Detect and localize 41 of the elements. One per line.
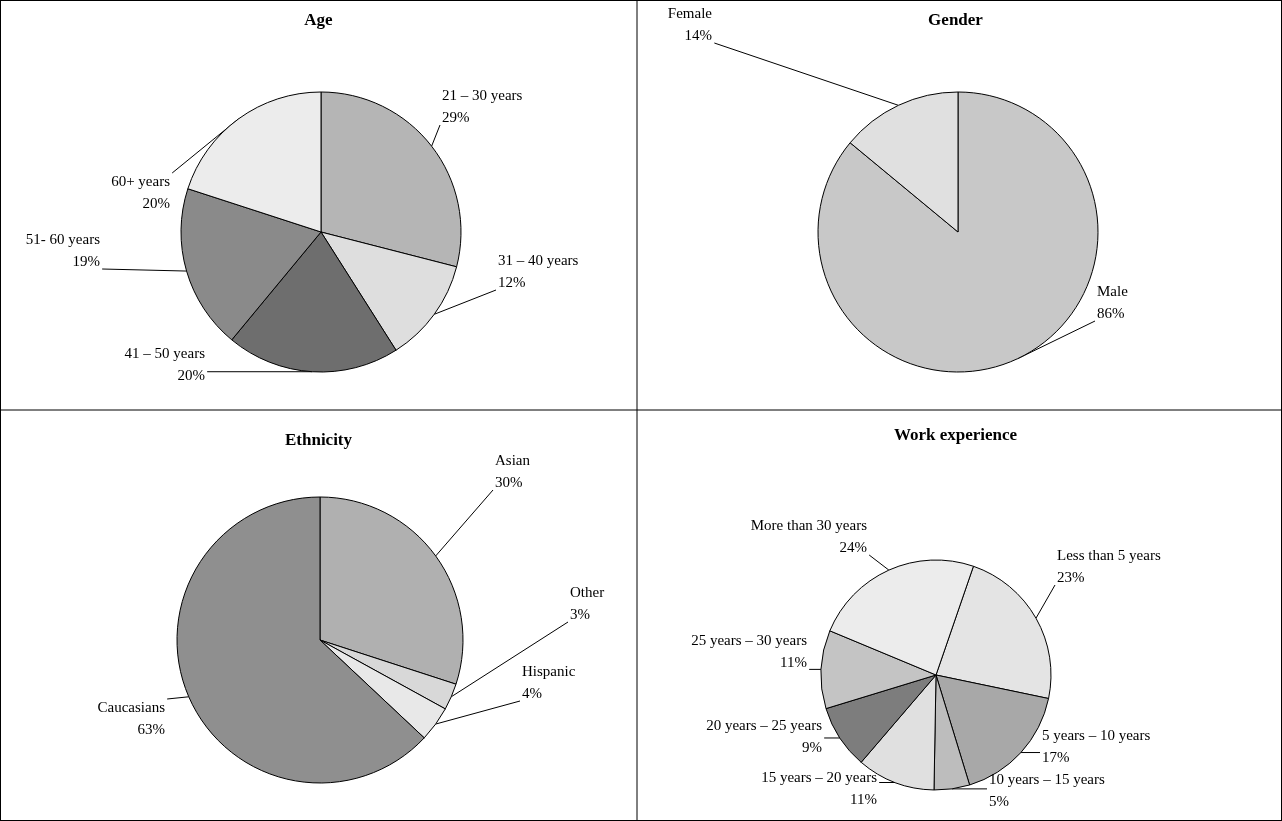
pie-slice	[817, 91, 1099, 373]
data-label: 20%	[142, 195, 170, 211]
data-label: 17%	[1042, 749, 1070, 765]
data-label: 11%	[850, 791, 877, 807]
data-label: 29%	[442, 109, 470, 125]
chart-title: Gender	[928, 10, 984, 29]
data-label: 19%	[72, 253, 100, 269]
slice-label: Other	[570, 584, 605, 600]
slice-label: More than 30 years	[750, 517, 868, 533]
slice-label: 20 years – 25 years	[706, 717, 823, 733]
data-label: 9%	[802, 739, 822, 755]
data-label: 63%	[137, 721, 165, 737]
data-label: 3%	[570, 606, 590, 622]
slice-label: 15 years – 20 years	[761, 769, 878, 785]
chart-title: Ethnicity	[284, 430, 353, 449]
slice-label: Hispanic	[522, 663, 576, 679]
slice-label: Male	[1097, 283, 1129, 299]
chart-title: Work experience	[893, 425, 1018, 444]
slice-label: 31 – 40 years	[498, 252, 579, 268]
slice-label: Less than 5 years	[1057, 547, 1161, 563]
data-label: 23%	[1057, 569, 1085, 585]
slice-label: 5 years – 10 years	[1042, 727, 1151, 743]
slice-label: 60+ years	[111, 173, 171, 189]
data-label: 20%	[177, 367, 205, 383]
data-label: 86%	[1097, 305, 1125, 321]
data-label: 30%	[495, 474, 523, 490]
slice-label: 51- 60 years	[25, 231, 101, 247]
slice-label: 10 years – 15 years	[989, 771, 1105, 787]
data-label: 24%	[839, 539, 867, 555]
data-label: 5%	[989, 793, 1009, 809]
data-label: 11%	[780, 654, 807, 670]
slice-label: 21 – 30 years	[442, 87, 523, 103]
data-label: 14%	[684, 27, 712, 43]
slice-label: Asian	[495, 452, 531, 468]
chart-title: Age	[304, 10, 334, 29]
slice-label: 25 years – 30 years	[691, 632, 808, 648]
slice-label: 41 – 50 years	[124, 345, 206, 361]
data-label: 12%	[498, 274, 526, 290]
data-label: 4%	[522, 685, 542, 701]
slice-label: Caucasians	[97, 699, 166, 715]
slice-label: Female	[667, 5, 713, 21]
